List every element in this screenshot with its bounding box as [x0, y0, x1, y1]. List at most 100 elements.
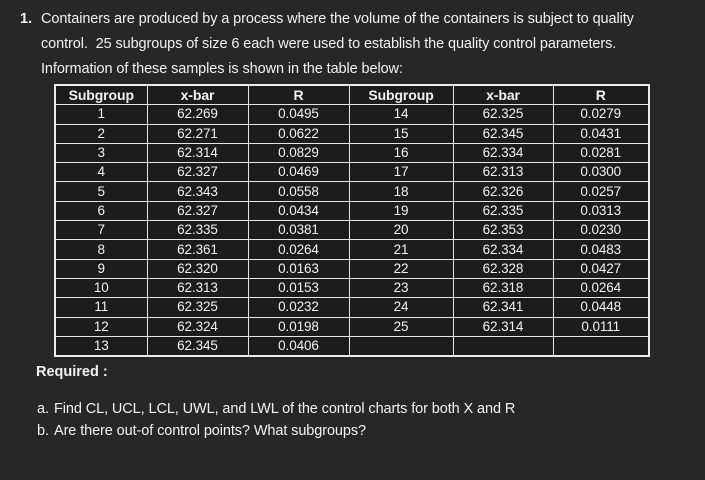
table-cell: 18 [348, 181, 454, 202]
table-cell: 8 [54, 239, 148, 260]
table-row: 2 62.271 0.0622 15 62.345 0.0431 [54, 123, 650, 144]
problem-statement: 1. Containers are produced by a process … [0, 0, 705, 82]
problem-intro: Containers are produced by a process whe… [41, 7, 634, 82]
table-row: 4 62.327 0.0469 17 62.313 0.0300 [54, 162, 650, 183]
table-cell: 3 [54, 142, 148, 164]
table-cell: 10 [54, 277, 148, 299]
table-cell: 0.0622 [247, 123, 350, 144]
table-cell: 62.320 [146, 258, 249, 279]
table-cell: 22 [348, 258, 454, 279]
table-cell [452, 335, 554, 357]
table-row: 5 62.343 0.0558 18 62.326 0.0257 [54, 181, 650, 202]
table-cell: 0.0163 [247, 258, 350, 279]
item-marker-b: b. [37, 423, 49, 440]
table-cell: 0.0406 [247, 335, 350, 357]
table-cell: 0.0230 [552, 220, 650, 241]
table-cell: 0.0198 [247, 316, 350, 337]
table-row: 11 62.325 0.0232 24 62.341 0.0448 [54, 297, 650, 318]
table-cell: 0.0232 [247, 297, 350, 318]
table-cell: 0.0558 [247, 181, 350, 202]
table-cell: 9 [54, 258, 148, 279]
table-row: 10 62.313 0.0153 23 62.318 0.0264 [54, 277, 650, 299]
table-cell: 62.335 [146, 220, 249, 241]
table-cell: 0.0381 [247, 220, 350, 241]
table-cell: 62.335 [452, 200, 554, 222]
table-cell: 14 [348, 104, 454, 125]
table-cell: 62.314 [452, 316, 554, 337]
table-cell: 62.345 [146, 335, 249, 357]
table-cell: 2 [54, 123, 148, 144]
table-row: 1 62.269 0.0495 14 62.325 0.0279 [54, 104, 650, 125]
requirement-item-a: a. Find CL, UCL, LCL, UWL, and LWL of th… [37, 398, 705, 420]
table-row: 12 62.324 0.0198 25 62.314 0.0111 [54, 316, 650, 337]
column-header-subgroup-left: Subgroup [54, 84, 148, 106]
intro-line-3: Information of these samples is shown in… [41, 61, 403, 77]
table-cell: 0.0264 [552, 277, 650, 299]
table-cell: 62.334 [452, 239, 554, 260]
intro-line-1: Containers are produced by a process whe… [41, 11, 634, 27]
table-cell: 24 [348, 297, 454, 318]
table-cell [552, 335, 650, 357]
table-row: 13 62.345 0.0406 [54, 335, 650, 357]
table-cell: 23 [348, 277, 454, 299]
table-row: 8 62.361 0.0264 21 62.334 0.0483 [54, 239, 650, 260]
table-cell: 62.328 [452, 258, 554, 279]
table-cell: 62.341 [452, 297, 554, 318]
table-cell: 12 [54, 316, 148, 337]
table-cell: 62.353 [452, 220, 554, 241]
table-cell: 0.0448 [552, 297, 650, 318]
table-cell: 62.334 [452, 142, 554, 164]
table-header-row: Subgroup x-bar R Subgroup x-bar R [54, 84, 650, 106]
column-header-xbar-right: x-bar [452, 84, 554, 106]
table-cell: 4 [54, 162, 148, 183]
table-cell: 19 [348, 200, 454, 222]
table-cell: 0.0495 [247, 104, 350, 125]
required-label: Required : [36, 364, 108, 381]
table-cell: 62.324 [146, 316, 249, 337]
table-cell: 62.318 [452, 277, 554, 299]
table-cell: 62.313 [452, 162, 554, 183]
table-cell [348, 335, 454, 357]
table-cell: 0.0469 [247, 162, 350, 183]
column-header-r-right: R [552, 84, 650, 106]
table-cell: 0.0483 [552, 239, 650, 260]
table-cell: 5 [54, 181, 148, 202]
table-row: 3 62.314 0.0829 16 62.334 0.0281 [54, 142, 650, 164]
column-header-r-left: R [247, 84, 350, 106]
table-cell: 62.343 [146, 181, 249, 202]
table-cell: 13 [54, 335, 148, 357]
column-header-subgroup-right: Subgroup [348, 84, 454, 106]
table-cell: 62.361 [146, 239, 249, 260]
table-row: 6 62.327 0.0434 19 62.335 0.0313 [54, 200, 650, 222]
column-header-xbar-left: x-bar [146, 84, 249, 106]
item-text-a: Find CL, UCL, LCL, UWL, and LWL of the c… [54, 401, 516, 418]
table-cell: 0.0281 [552, 142, 650, 164]
item-marker-a: a. [37, 401, 49, 418]
table-body: 1 62.269 0.0495 14 62.325 0.0279 2 62.271 0.0622… [54, 104, 650, 357]
table-cell: 25 [348, 316, 454, 337]
table-cell: 0.0300 [552, 162, 650, 183]
table-cell: 0.0153 [247, 277, 350, 299]
table-cell: 15 [348, 123, 454, 144]
table-cell: 62.325 [452, 104, 554, 125]
table-cell: 62.325 [146, 297, 249, 318]
table-cell: 62.313 [146, 277, 249, 299]
table-cell: 7 [54, 220, 148, 241]
table-cell: 0.0264 [247, 239, 350, 260]
table-cell: 0.0434 [247, 200, 350, 222]
table-cell: 6 [54, 200, 148, 222]
table-cell: 0.0279 [552, 104, 650, 125]
table-cell: 0.0111 [552, 316, 650, 337]
table-cell: 21 [348, 239, 454, 260]
table-cell: 17 [348, 162, 454, 183]
item-text-b: Are there out-of control points? What su… [54, 423, 366, 440]
table-cell: 0.0313 [552, 200, 650, 222]
table-row: 7 62.335 0.0381 20 62.353 0.0230 [54, 220, 650, 241]
requirement-item-b: b. Are there out-of control points? What… [37, 420, 705, 442]
table-cell: 62.327 [146, 200, 249, 222]
table-cell: 0.0829 [247, 142, 350, 164]
intro-line-2: control. 25 subgroups of size 6 each wer… [41, 36, 617, 52]
table-cell: 11 [54, 297, 148, 318]
table-row: 9 62.320 0.0163 22 62.328 0.0427 [54, 258, 650, 279]
